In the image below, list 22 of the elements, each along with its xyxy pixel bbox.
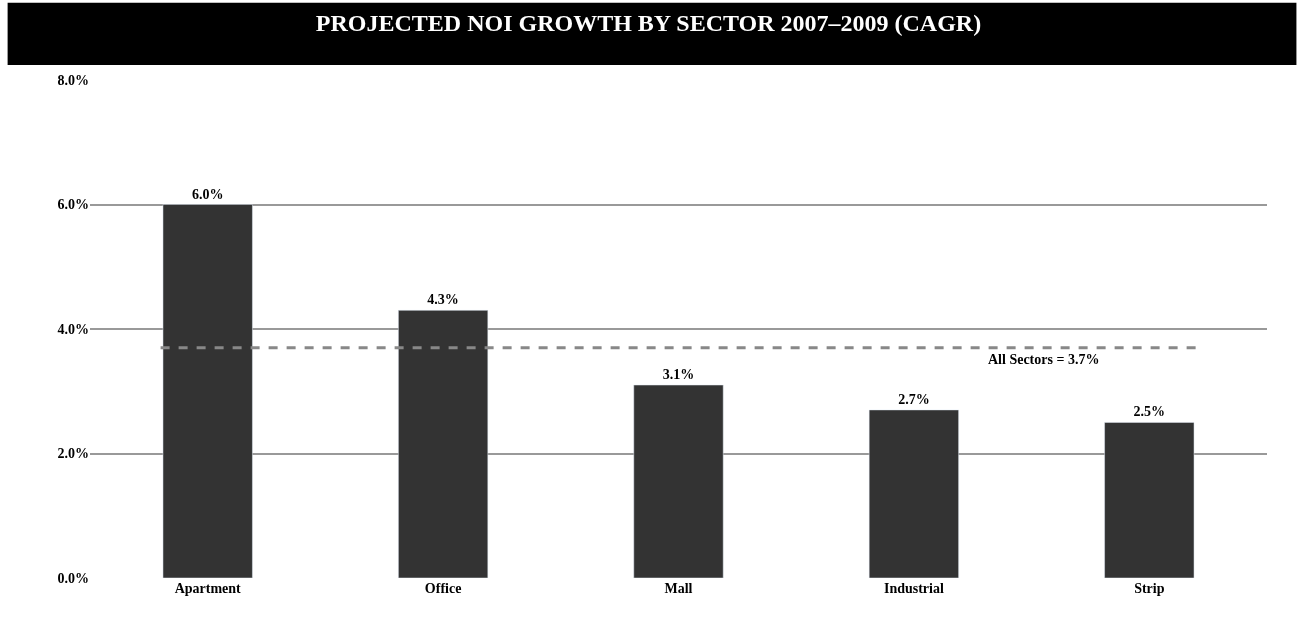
y-tick-label: 0.0% (57, 570, 89, 586)
data-label: 2.7% (898, 391, 930, 407)
data-label: 4.3% (427, 292, 459, 308)
y-tick-label: 4.0% (57, 321, 89, 337)
bar (633, 384, 724, 578)
y-tick-label: 2.0% (57, 446, 89, 462)
bar (868, 409, 959, 578)
data-label: 3.1% (662, 367, 695, 383)
bar (1104, 422, 1195, 578)
y-tick-label: 6.0% (57, 197, 89, 213)
x-tick-label: Industrial (883, 581, 944, 596)
x-tick-label: Apartment (174, 581, 242, 596)
ref-line-label: All Sectors = 3.7% (988, 352, 1100, 367)
chart-title: PROJECTED NOI GROWTH BY SECTOR 2007–2009 (CAGR) (315, 9, 982, 36)
data-label: 2.5% (1133, 404, 1166, 420)
bar (398, 310, 489, 578)
y-tick-label: 8.0% (57, 72, 89, 88)
x-tick-label: Office (424, 581, 462, 596)
data-label: 6.0% (191, 186, 224, 202)
x-tick-label: Strip (1134, 581, 1165, 596)
x-tick-label: Mall (664, 581, 693, 596)
bar (162, 204, 253, 578)
